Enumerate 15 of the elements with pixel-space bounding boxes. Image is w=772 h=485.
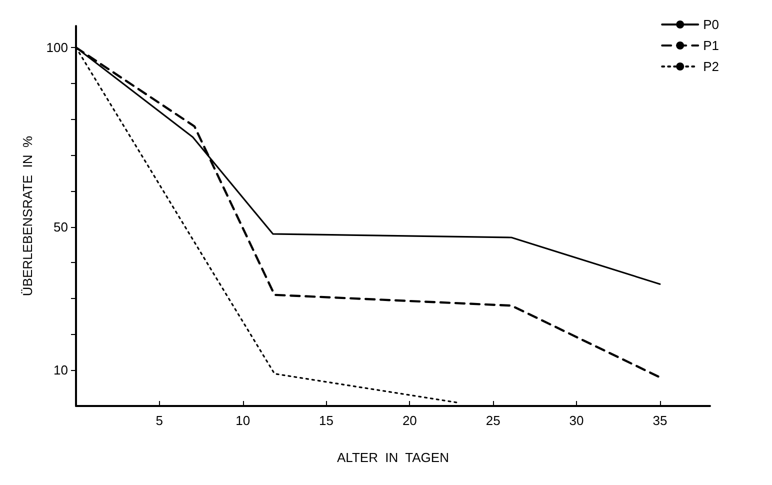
x-tick-label: 25 [486, 413, 500, 428]
x-tick-label: 30 [569, 413, 584, 428]
y-tick-label: 10 [54, 362, 68, 378]
y-axis-title: ÜBERLEBENSRATE IN % [20, 135, 35, 296]
x-tick-label: 10 [236, 413, 250, 428]
x-axis-title: ALTER IN TAGEN [337, 450, 449, 465]
y-tick-label: 50 [54, 219, 68, 234]
legend-label: P0 [703, 17, 720, 32]
x-tick-label: 15 [319, 413, 334, 428]
y-tick-label: 100 [46, 40, 68, 56]
legend-label: P2 [703, 59, 720, 74]
legend-label: P1 [703, 38, 720, 53]
x-tick-label: 35 [652, 413, 668, 428]
x-tick-label: 5 [156, 413, 164, 428]
x-tick-label: 20 [402, 413, 417, 428]
